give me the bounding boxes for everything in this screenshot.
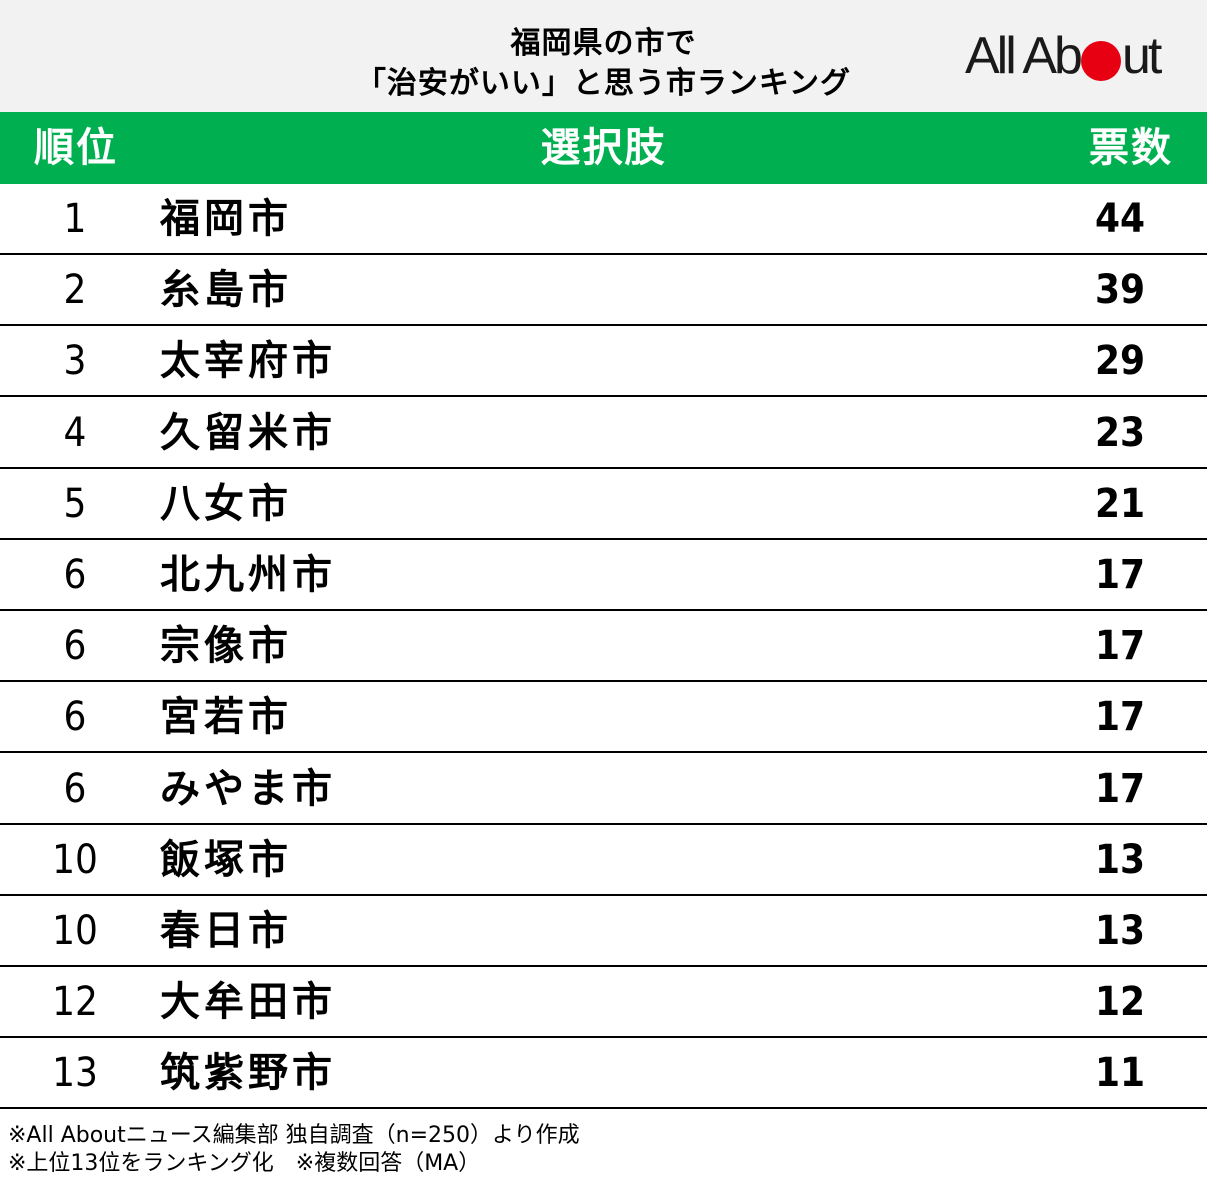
city-name-cell: 大牟田市 bbox=[160, 979, 336, 1025]
table-header: 順位 選択肢 票数 bbox=[0, 112, 1207, 184]
votes-cell: 39 bbox=[1094, 267, 1146, 313]
votes-cell: 11 bbox=[1094, 1050, 1146, 1096]
logo-text-end: ut bbox=[1121, 27, 1162, 85]
footnotes: ※All Aboutニュース編集部 独自調査（n=250）より作成 ※上位13位… bbox=[8, 1122, 580, 1178]
votes-cell: 17 bbox=[1094, 552, 1146, 598]
city-name-cell: 八女市 bbox=[160, 481, 292, 527]
table-row: 10 飯塚市 13 bbox=[0, 825, 1207, 896]
city-name-cell: 福岡市 bbox=[160, 196, 292, 242]
table-row: 12 大牟田市 12 bbox=[0, 967, 1207, 1038]
city-name-cell: 久留米市 bbox=[160, 410, 336, 456]
rank-cell: 2 bbox=[63, 267, 87, 313]
votes-cell: 13 bbox=[1094, 908, 1146, 954]
rank-cell: 6 bbox=[63, 766, 87, 812]
table-row: 3 太宰府市 29 bbox=[0, 326, 1207, 397]
table-row: 5 八女市 21 bbox=[0, 469, 1207, 540]
rank-cell: 6 bbox=[63, 623, 87, 669]
header-votes: 票数 bbox=[1089, 125, 1173, 171]
city-name-cell: 宗像市 bbox=[160, 623, 292, 669]
table-row: 4 久留米市 23 bbox=[0, 398, 1207, 469]
votes-cell: 17 bbox=[1094, 766, 1146, 812]
rank-cell: 3 bbox=[63, 338, 87, 384]
table-row: 6 宮若市 17 bbox=[0, 682, 1207, 753]
rank-cell: 10 bbox=[52, 908, 98, 954]
city-name-cell: 宮若市 bbox=[160, 694, 292, 740]
rank-cell: 5 bbox=[63, 481, 87, 527]
city-name-cell: 筑紫野市 bbox=[160, 1050, 336, 1096]
table-row: 6 北九州市 17 bbox=[0, 540, 1207, 611]
votes-cell: 12 bbox=[1094, 979, 1146, 1025]
city-name-cell: 糸島市 bbox=[160, 267, 292, 313]
votes-cell: 17 bbox=[1094, 623, 1146, 669]
all-about-logo: All Ab ut bbox=[965, 26, 1162, 86]
title-bar: 福岡県の市で 「治安がいい」と思う市ランキング All Ab ut bbox=[0, 0, 1207, 112]
rank-cell: 1 bbox=[63, 196, 87, 242]
table-row: 6 宗像市 17 bbox=[0, 611, 1207, 682]
table-row: 13 筑紫野市 11 bbox=[0, 1038, 1207, 1109]
table-row: 6 みやま市 17 bbox=[0, 754, 1207, 825]
votes-cell: 13 bbox=[1094, 837, 1146, 883]
rank-cell: 13 bbox=[52, 1050, 98, 1096]
logo-red-dot-icon bbox=[1080, 41, 1121, 81]
votes-cell: 21 bbox=[1094, 481, 1146, 527]
title-line-2: 「治安がいい」と思う市ランキング bbox=[355, 66, 852, 101]
votes-cell: 23 bbox=[1094, 410, 1146, 456]
city-name-cell: みやま市 bbox=[160, 766, 336, 812]
table-row: 10 春日市 13 bbox=[0, 896, 1207, 967]
header-rank: 順位 bbox=[34, 125, 118, 171]
table-row: 1 福岡市 44 bbox=[0, 184, 1207, 255]
footnote-source: ※All Aboutニュース編集部 独自調査（n=250）より作成 bbox=[8, 1123, 580, 1148]
city-name-cell: 飯塚市 bbox=[160, 837, 292, 883]
votes-cell: 44 bbox=[1094, 196, 1146, 242]
footnote-method: ※上位13位をランキング化 ※複数回答（MA） bbox=[8, 1151, 481, 1176]
rank-cell: 6 bbox=[63, 694, 87, 740]
rank-cell: 4 bbox=[63, 410, 87, 456]
table-row: 2 糸島市 39 bbox=[0, 255, 1207, 326]
header-choice: 選択肢 bbox=[540, 125, 667, 171]
rank-cell: 12 bbox=[52, 979, 98, 1025]
city-name-cell: 春日市 bbox=[160, 908, 292, 954]
rank-cell: 6 bbox=[63, 552, 87, 598]
votes-cell: 17 bbox=[1094, 694, 1146, 740]
logo-text-start: All Ab bbox=[965, 27, 1083, 85]
city-name-cell: 太宰府市 bbox=[160, 338, 336, 384]
city-name-cell: 北九州市 bbox=[160, 552, 336, 598]
rank-cell: 10 bbox=[52, 837, 98, 883]
votes-cell: 29 bbox=[1094, 338, 1146, 384]
title-line-1: 福岡県の市で bbox=[510, 26, 697, 61]
